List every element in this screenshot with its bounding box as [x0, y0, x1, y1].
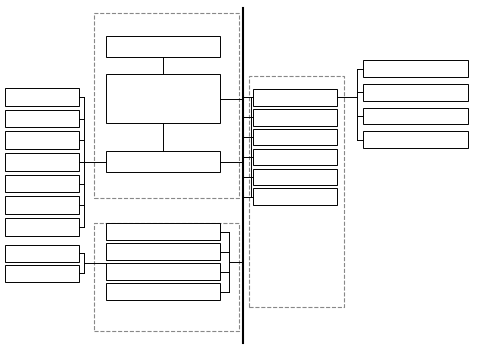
Bar — [253, 109, 337, 126]
Bar — [249, 76, 344, 307]
Bar — [5, 197, 79, 214]
Bar — [253, 89, 337, 106]
Bar — [94, 223, 239, 331]
Bar — [253, 148, 337, 165]
Bar — [253, 188, 337, 205]
Bar — [5, 218, 79, 236]
Bar — [363, 84, 468, 101]
Bar — [5, 265, 79, 282]
Bar — [253, 168, 337, 185]
Bar — [5, 175, 79, 192]
Bar — [5, 88, 79, 106]
Bar — [106, 74, 220, 123]
Bar — [5, 110, 79, 127]
Bar — [363, 108, 468, 125]
Bar — [5, 131, 79, 149]
Bar — [106, 263, 220, 280]
Bar — [253, 129, 337, 145]
Bar — [106, 243, 220, 260]
Bar — [5, 245, 79, 262]
Bar — [106, 223, 220, 240]
Bar — [94, 13, 239, 198]
Bar — [106, 151, 220, 172]
Bar — [363, 131, 468, 148]
Bar — [363, 60, 468, 77]
Bar — [106, 36, 220, 57]
Bar — [106, 283, 220, 300]
Bar — [5, 153, 79, 171]
